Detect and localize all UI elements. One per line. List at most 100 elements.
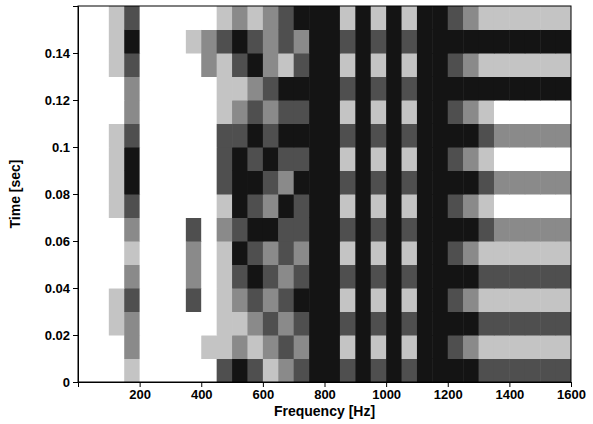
- cell: [309, 218, 325, 242]
- y-tick: 0.1: [52, 140, 78, 155]
- cell: [155, 30, 171, 54]
- cell: [556, 359, 571, 383]
- cell: [479, 312, 495, 336]
- cell: [140, 147, 156, 171]
- cell: [556, 124, 571, 148]
- y-tick-label: 0.1: [52, 140, 70, 155]
- cell: [448, 6, 464, 30]
- cell: [417, 147, 433, 171]
- cell: [294, 124, 310, 148]
- cell: [155, 359, 171, 383]
- cell: [525, 100, 541, 124]
- cell: [247, 77, 263, 101]
- cell: [247, 124, 263, 148]
- cell: [232, 194, 248, 218]
- cell: [325, 100, 341, 124]
- cell: [78, 335, 94, 359]
- x-tick-label: 1000: [372, 387, 401, 402]
- cell: [371, 359, 387, 383]
- cell: [525, 312, 541, 336]
- cell: [278, 77, 294, 101]
- cell: [78, 124, 94, 148]
- cell: [340, 124, 356, 148]
- cell: [124, 6, 140, 30]
- cell: [402, 6, 418, 30]
- cell: [402, 359, 418, 383]
- cell: [525, 241, 541, 265]
- x-tick-label: 1600: [557, 387, 586, 402]
- cell: [325, 30, 341, 54]
- cell: [448, 77, 464, 101]
- cell: [232, 53, 248, 77]
- cell: [371, 265, 387, 289]
- cell: [217, 218, 233, 242]
- y-tick: 0.12: [45, 93, 78, 108]
- cell: [109, 359, 125, 383]
- cell: [109, 147, 125, 171]
- cell: [402, 241, 418, 265]
- cell: [155, 194, 171, 218]
- cell: [417, 218, 433, 242]
- cell: [463, 77, 479, 101]
- cell: [247, 194, 263, 218]
- x-tick-label: 600: [253, 387, 275, 402]
- cell: [217, 194, 233, 218]
- cell: [93, 241, 109, 265]
- cell: [155, 288, 171, 312]
- cell: [78, 218, 94, 242]
- cell: [78, 359, 94, 383]
- cell: [355, 265, 371, 289]
- cell: [525, 218, 541, 242]
- cell: [93, 288, 109, 312]
- cell: [232, 147, 248, 171]
- cell: [186, 359, 202, 383]
- cell: [463, 335, 479, 359]
- x-tick-label: 800: [314, 387, 336, 402]
- cell: [294, 100, 310, 124]
- y-tick-mark: [73, 194, 78, 195]
- cell: [124, 241, 140, 265]
- cell: [155, 265, 171, 289]
- cell: [340, 359, 356, 383]
- cell: [325, 359, 341, 383]
- cell: [340, 218, 356, 242]
- cell: [432, 30, 448, 54]
- cell: [247, 53, 263, 77]
- cell: [186, 100, 202, 124]
- cell: [386, 147, 402, 171]
- cell: [124, 265, 140, 289]
- cell: [201, 53, 217, 77]
- cell: [201, 194, 217, 218]
- cell: [170, 124, 186, 148]
- cell: [201, 335, 217, 359]
- cell: [448, 265, 464, 289]
- x-tick: 200: [129, 382, 151, 402]
- cell: [278, 359, 294, 383]
- cell: [170, 100, 186, 124]
- cell: [479, 124, 495, 148]
- cell: [463, 171, 479, 195]
- cell: [93, 218, 109, 242]
- cell: [540, 100, 556, 124]
- cell: [309, 30, 325, 54]
- cell: [263, 288, 279, 312]
- cell: [140, 241, 156, 265]
- cell: [494, 288, 510, 312]
- cell: [278, 312, 294, 336]
- cell: [417, 53, 433, 77]
- cell: [463, 218, 479, 242]
- cell: [124, 100, 140, 124]
- cell: [263, 100, 279, 124]
- cell: [278, 147, 294, 171]
- cell: [140, 6, 156, 30]
- cell: [325, 218, 341, 242]
- cell: [494, 241, 510, 265]
- cell: [479, 359, 495, 383]
- cell: [217, 312, 233, 336]
- cell: [494, 30, 510, 54]
- cell: [155, 124, 171, 148]
- cell: [78, 265, 94, 289]
- cell: [186, 124, 202, 148]
- cell: [386, 312, 402, 336]
- x-tick-label: 1400: [495, 387, 524, 402]
